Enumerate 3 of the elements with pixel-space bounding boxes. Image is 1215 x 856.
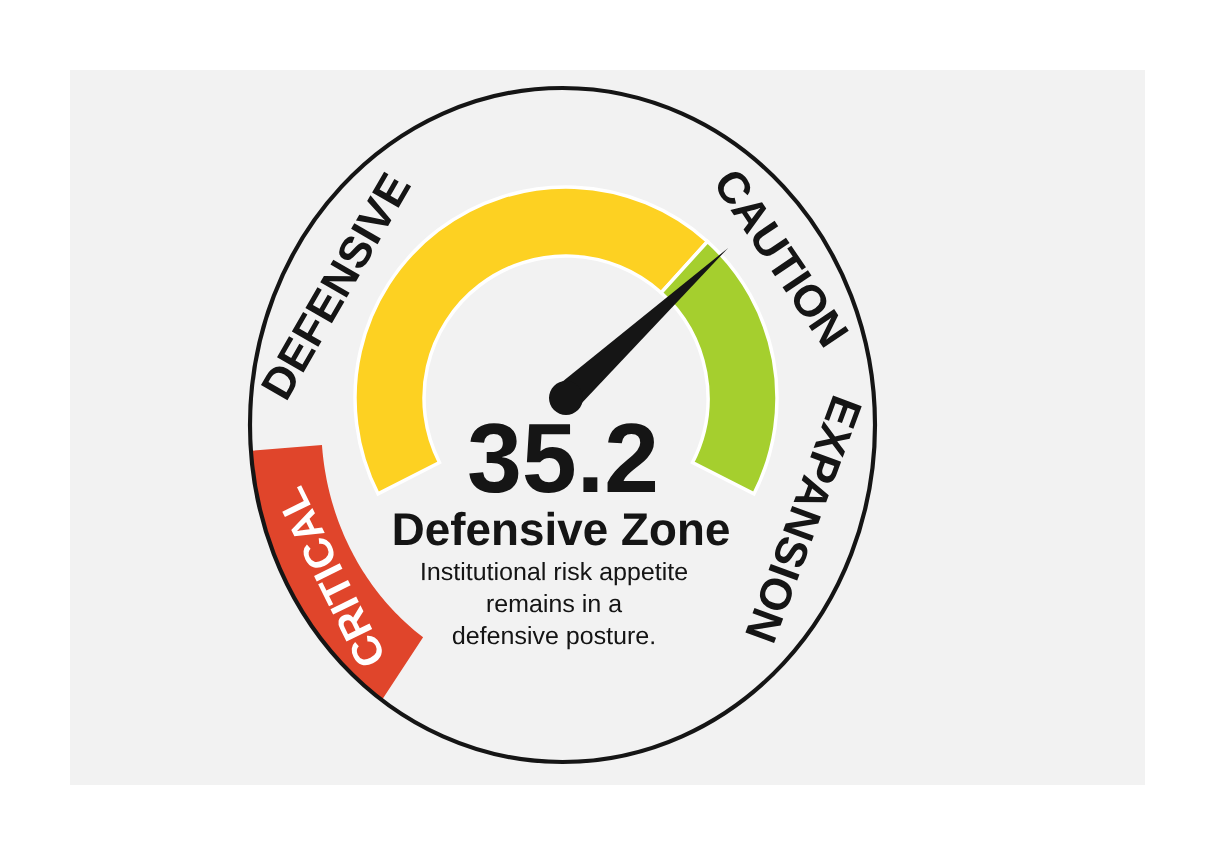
text: Defensive Zone xyxy=(394,511,729,546)
text: Institutional risk appetite remains in a defensive posture. xyxy=(422,562,687,650)
text: 35.2 xyxy=(469,423,656,494)
